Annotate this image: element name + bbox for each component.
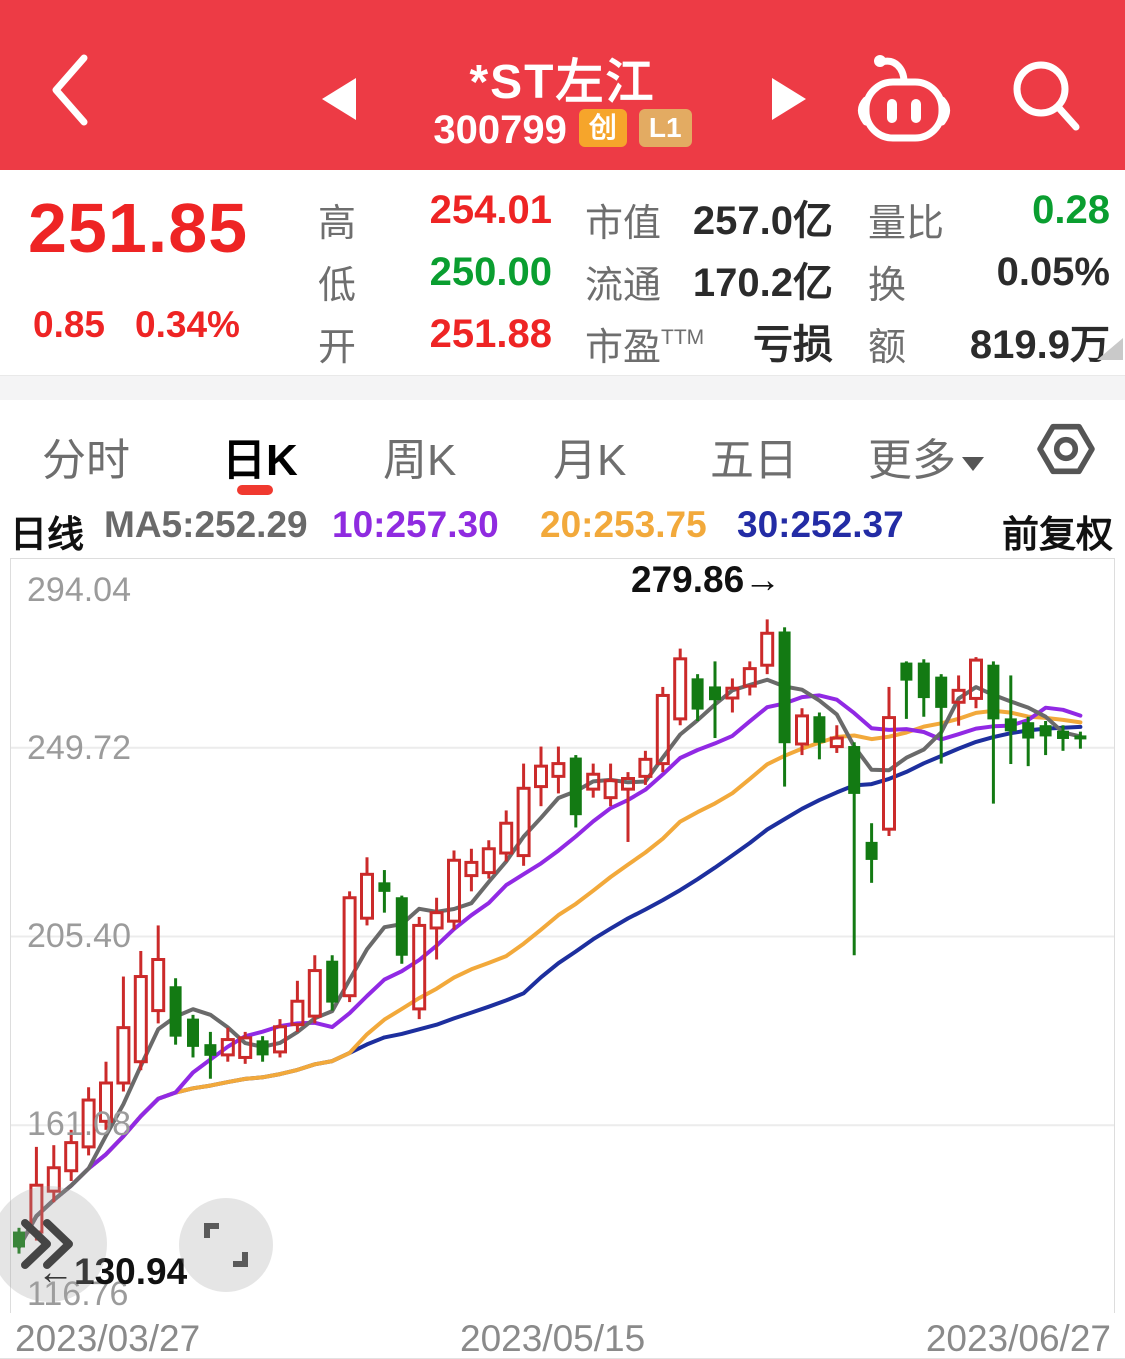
stat-label: 换 <box>868 265 907 307</box>
tab-daily-k[interactable]: 日K <box>222 436 298 485</box>
stock-code: 300799 <box>433 108 567 152</box>
stat-value-high: 254.01 <box>429 188 552 232</box>
stat-label: 额 <box>868 327 907 369</box>
chart-settings-icon[interactable] <box>1035 418 1097 480</box>
expand-range-button[interactable] <box>0 1186 107 1302</box>
active-tab-indicator <box>237 485 273 495</box>
stat-value-low: 250.00 <box>429 250 552 294</box>
tab-monthly-k[interactable]: 月K <box>553 436 627 485</box>
y-axis-label: 249.72 <box>27 729 131 767</box>
ma-legend: 日线 MA5:252.29 10:257.30 20:253.75 30:252… <box>0 498 1125 555</box>
x-axis: 2023/03/27 2023/05/15 2023/06/27 <box>0 1313 1125 1359</box>
stat-label: 流通 <box>585 265 662 307</box>
y-axis-label: 294.04 <box>27 571 131 609</box>
x-axis-date: 2023/03/27 <box>15 1318 201 1359</box>
tab-fenshi[interactable]: 分时 <box>42 436 130 485</box>
chevron-down-icon <box>962 457 984 471</box>
stat-label: 量比 <box>868 203 945 245</box>
candlestick-canvas <box>11 619 1114 1254</box>
tab-five-day[interactable]: 五日 <box>710 436 798 485</box>
fullscreen-button[interactable] <box>179 1198 273 1292</box>
x-axis-date: 2023/05/15 <box>460 1318 646 1359</box>
period-tabbar: 分时 日K 周K 月K 五日 更多 <box>0 400 1125 499</box>
ma10-legend: 10:257.30 <box>332 504 499 545</box>
prev-stock-icon[interactable] <box>322 78 356 120</box>
quote-panel: 251.85 0.85 0.34% 高 254.01 低 250.00 开 251… <box>0 170 1125 375</box>
ma30-legend: 30:252.37 <box>737 504 904 545</box>
robot-assistant-icon[interactable] <box>852 50 956 146</box>
tab-weekly-k[interactable]: 周K <box>383 436 457 485</box>
x-axis-date: 2023/06/27 <box>925 1318 1111 1359</box>
fullscreen-corners-icon <box>204 1223 248 1267</box>
stat-value-pe: 亏损 <box>753 323 833 367</box>
stat-value-float: 170.2亿 <box>692 261 833 305</box>
y-axis-label: 161.08 <box>27 1105 131 1143</box>
adjust-mode-label: 前复权 <box>1002 514 1113 555</box>
section-divider <box>0 375 1125 401</box>
level-badge: L1 <box>638 109 692 147</box>
stat-value-turnover: 0.05% <box>996 250 1110 294</box>
stat-label: 高 <box>318 203 357 245</box>
y-axis-label: 116.76 <box>27 1275 129 1313</box>
stock-code-row: 300799 创 L1 <box>0 108 1125 153</box>
change-percent: 0.34% <box>135 304 240 345</box>
high-annotation: 279.86→ <box>631 559 782 600</box>
stock-title: *ST左江 <box>469 56 656 109</box>
last-price: 251.85 <box>28 189 249 267</box>
double-chevron-right-icon <box>21 1219 73 1269</box>
search-icon[interactable] <box>1008 56 1086 136</box>
ma5-legend: MA5:252.29 <box>104 504 308 545</box>
low-annotation: ←130.94 <box>37 1251 188 1292</box>
change-amount: 0.85 <box>33 304 106 345</box>
y-axis-label: 205.40 <box>27 917 131 955</box>
ttm-superscript: TTM <box>661 326 705 349</box>
stat-value-volratio: 0.28 <box>1032 188 1110 232</box>
tab-more[interactable]: 更多 <box>868 424 984 488</box>
ma20-legend: 20:253.75 <box>540 504 707 545</box>
expand-corner-icon[interactable] <box>1097 338 1123 360</box>
stat-value-amount: 819.9万 <box>969 323 1110 367</box>
back-icon[interactable] <box>48 52 94 128</box>
stat-label: 低 <box>318 265 357 307</box>
kline-chart[interactable]: 294.04 249.72 205.40 161.08 116.76 279.8… <box>0 558 1115 1315</box>
period-label: 日线 <box>10 514 84 555</box>
stat-value-mktcap: 257.0亿 <box>692 199 833 243</box>
stat-label: 开 <box>318 327 357 369</box>
price-change: 0.85 0.34% <box>33 304 270 346</box>
next-stock-icon[interactable] <box>772 78 806 120</box>
stat-label: 市值 <box>585 203 662 245</box>
board-badge: 创 <box>578 109 627 147</box>
app-header: *ST左江 300799 创 L1 <box>0 0 1125 170</box>
stat-label: 市盈TTM <box>585 326 705 369</box>
stat-value-open: 251.88 <box>429 312 552 356</box>
